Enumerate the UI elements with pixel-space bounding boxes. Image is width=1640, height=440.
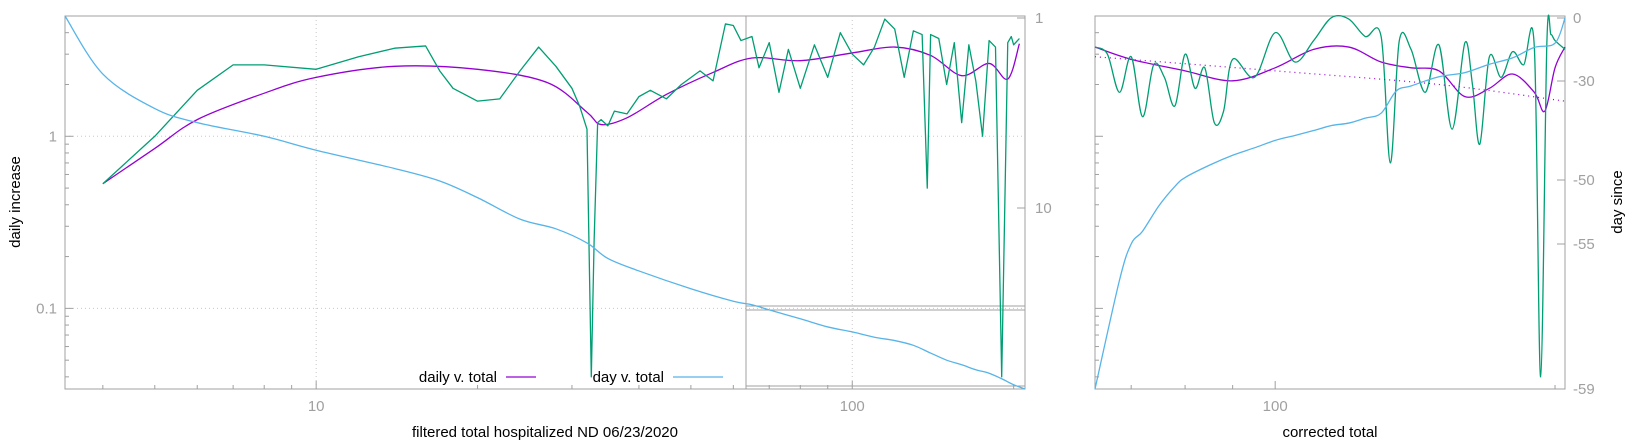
legend-label-daily-v-total: daily v. total — [419, 369, 497, 386]
left-chart-panel: 10 100 0.11 110 filtered total hospitaliz… — [7, 10, 1052, 440]
right-plot-frame — [1094, 15, 1566, 390]
left-x-tick-label: 100 — [840, 398, 865, 415]
left-y2-ticks: 1 10 — [1017, 10, 1052, 217]
right-y2-axis-label: day since — [1609, 170, 1626, 233]
left-x-ticks: 10 100 — [102, 381, 1015, 415]
right-series-group — [1094, 14, 1566, 390]
left-y2-tick-label: 10 — [1035, 200, 1052, 217]
right-y2-tick-label: 0 — [1573, 10, 1581, 27]
left-y-tick-label: 1 — [49, 128, 57, 145]
right-series-line-3 — [1094, 17, 1566, 390]
right-x-tick-label: 100 — [1263, 398, 1288, 415]
right-series-line-0 — [1094, 45, 1566, 113]
left-plot-frame — [64, 15, 1026, 390]
right-chart-panel: 100 0 -30 -50 -55 -59 corrected total day si… — [1094, 10, 1626, 440]
right-x-axis-label: corrected total — [1282, 424, 1377, 440]
right-y2-tick-label: -30 — [1573, 73, 1595, 90]
left-series-line-2 — [64, 15, 1026, 390]
left-grid — [65, 16, 1025, 389]
right-y2-tick-label: -55 — [1573, 236, 1595, 253]
legend-label-day-v-total: day v. total — [593, 369, 664, 386]
left-series-group — [64, 15, 1026, 390]
left-y-tick-label: 0.1 — [36, 300, 57, 317]
left-y-axis-label: daily increase — [7, 156, 24, 248]
left-y2-tick-label: 1 — [1035, 10, 1043, 27]
left-series-line-1 — [102, 18, 1020, 378]
right-y2-tick-label: -50 — [1573, 172, 1595, 189]
right-series-line-1 — [1094, 14, 1566, 378]
right-y2-ticks: 0 -30 -50 -55 -59 — [1557, 10, 1595, 398]
right-y-left-ticks — [1095, 32, 1103, 378]
left-x-tick-label: 10 — [308, 398, 325, 415]
left-x-axis-label: filtered total hospitalized ND 06/23/202… — [412, 424, 678, 440]
right-y2-tick-label: -59 — [1573, 381, 1595, 398]
right-x-ticks: 100 — [1130, 381, 1556, 415]
left-y-ticks: 0.11 — [36, 32, 73, 378]
